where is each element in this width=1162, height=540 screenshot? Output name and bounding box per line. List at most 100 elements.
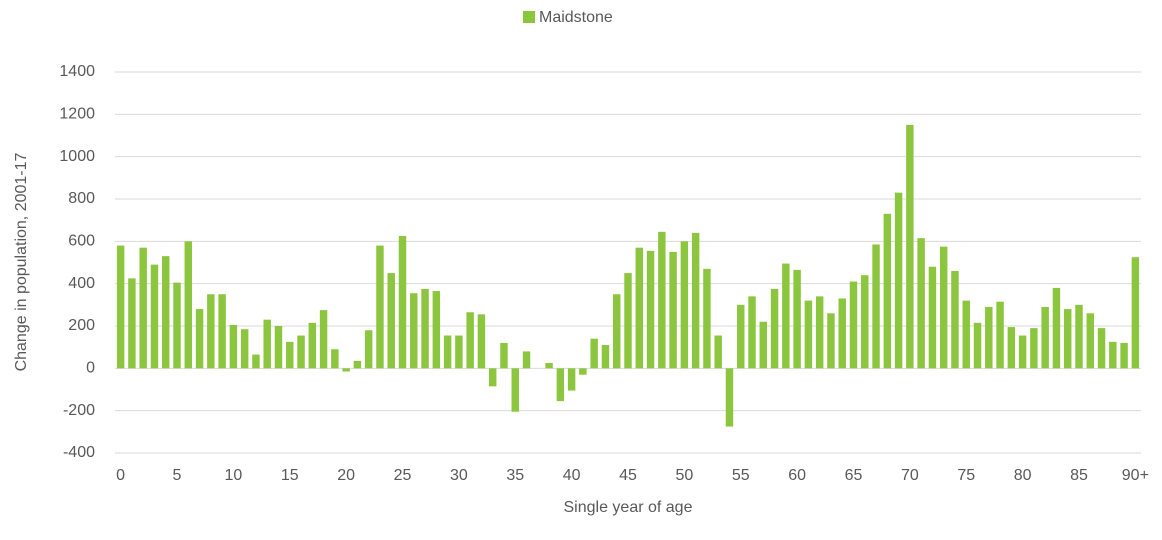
bar <box>353 360 362 369</box>
bar <box>263 319 271 369</box>
bar <box>1052 287 1061 369</box>
bar <box>173 282 181 369</box>
bar <box>939 246 948 369</box>
bar <box>1086 313 1094 369</box>
bar <box>229 324 238 369</box>
bar <box>601 345 610 369</box>
bar <box>545 363 553 369</box>
bar <box>1120 342 1128 369</box>
bar <box>128 278 136 369</box>
bar <box>567 368 576 391</box>
bar <box>691 232 700 369</box>
bar <box>827 313 835 369</box>
x-tick-label: 85 <box>1070 467 1088 484</box>
bar <box>162 256 170 369</box>
bar <box>737 304 745 369</box>
bar <box>240 329 249 369</box>
x-tick-label: 0 <box>116 467 125 484</box>
x-tick-label: 40 <box>563 467 581 484</box>
bar <box>962 300 970 369</box>
bar <box>308 322 317 369</box>
bar <box>387 273 395 369</box>
y-tick-label: 200 <box>68 317 95 334</box>
bar <box>331 349 339 369</box>
bar <box>669 251 677 369</box>
bar <box>996 301 1004 369</box>
bar <box>1075 304 1083 369</box>
bar <box>252 354 260 369</box>
x-tick-label: 75 <box>957 467 975 484</box>
bar <box>116 245 125 369</box>
bar <box>658 231 666 369</box>
bar <box>714 335 722 369</box>
x-tick-label: 15 <box>281 467 299 484</box>
bar <box>1131 257 1140 369</box>
bar <box>951 270 959 369</box>
bar <box>804 300 813 369</box>
bar <box>849 281 858 369</box>
bar <box>274 326 283 369</box>
x-tick-label: 50 <box>675 467 693 484</box>
bar <box>477 314 486 369</box>
bar <box>398 236 407 369</box>
bar <box>556 368 565 402</box>
bar <box>139 247 147 369</box>
bar <box>466 312 474 369</box>
bar <box>725 368 734 427</box>
y-tick-label: -400 <box>63 444 95 461</box>
x-tick-label: 65 <box>845 467 863 484</box>
x-tick-label: 30 <box>450 467 468 484</box>
bar <box>748 296 756 369</box>
bar <box>1063 309 1072 369</box>
x-tick-label: 35 <box>506 467 524 484</box>
bar <box>917 238 925 369</box>
bar <box>624 273 632 369</box>
bar <box>906 124 914 369</box>
bar <box>455 335 463 369</box>
bar <box>815 296 824 369</box>
x-tick-label: 45 <box>619 467 637 484</box>
y-tick-label: 1000 <box>59 148 95 165</box>
bar <box>410 293 418 369</box>
bar <box>883 213 892 369</box>
bar <box>759 321 768 369</box>
bar <box>1097 328 1106 369</box>
x-tick-label: 90+ <box>1122 467 1149 484</box>
bar <box>861 275 869 369</box>
legend-swatch <box>523 11 535 23</box>
bar <box>579 368 587 375</box>
bar <box>1030 328 1038 369</box>
bar <box>184 241 193 369</box>
bar <box>511 368 519 412</box>
bar <box>590 338 598 369</box>
bar <box>150 264 159 369</box>
y-tick-label: -200 <box>63 402 95 419</box>
bar <box>432 291 441 369</box>
bar <box>376 245 384 369</box>
y-axis-title: Change in population, 2001-17 <box>13 152 30 371</box>
bar <box>522 351 531 369</box>
bar <box>928 266 937 369</box>
bar <box>793 269 801 369</box>
bar <box>985 306 993 369</box>
bar <box>297 335 305 369</box>
bar <box>770 288 779 369</box>
bar <box>613 294 621 369</box>
bar <box>218 294 226 369</box>
y-tick-label: 400 <box>68 275 95 292</box>
legend-label: Maidstone <box>539 9 613 26</box>
bar <box>872 244 880 369</box>
bar <box>1007 327 1016 369</box>
bar <box>680 241 689 369</box>
bar <box>646 250 655 369</box>
bar <box>973 322 982 369</box>
bar <box>286 341 294 369</box>
bar <box>1018 335 1027 369</box>
bar <box>1109 341 1117 369</box>
x-tick-label: 55 <box>732 467 750 484</box>
x-tick-label: 70 <box>901 467 919 484</box>
bar <box>319 310 328 369</box>
x-tick-label: 80 <box>1014 467 1032 484</box>
x-axis-title: Single year of age <box>564 499 693 516</box>
